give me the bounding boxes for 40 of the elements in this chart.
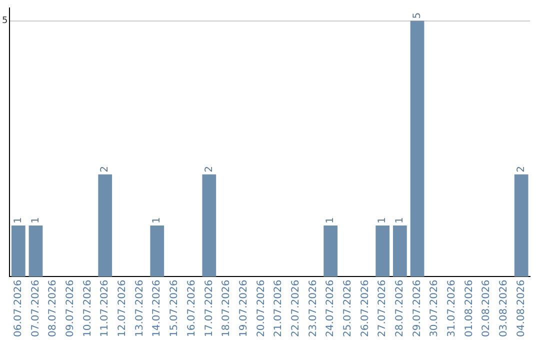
x-tick-label: 09.07.2026 <box>65 280 76 338</box>
x-tick-label: 01.08.2026 <box>464 280 475 338</box>
data-label: 2 <box>204 166 215 172</box>
x-tick-label: 16.07.2026 <box>186 280 198 338</box>
x-tick-label: 02.08.2026 <box>481 280 492 338</box>
data-label: 2 <box>516 166 527 172</box>
data-label: 1 <box>152 217 163 224</box>
x-tick-label: 18.07.2026 <box>221 280 232 338</box>
x-tick-label: 21.07.2026 <box>273 280 284 338</box>
x-tick-label: 27.07.2026 <box>377 280 388 338</box>
x-tick-label: 06.07.2026 <box>12 280 24 338</box>
x-tick-label: 25.07.2026 <box>342 280 354 338</box>
x-tick-label: 12.07.2026 <box>117 280 128 338</box>
data-label: 1 <box>394 217 406 224</box>
x-tick-label: 13.07.2026 <box>134 280 146 338</box>
data-label: 1 <box>12 217 24 224</box>
data-label: 1 <box>377 217 388 224</box>
x-tick-label: 24.07.2026 <box>325 280 336 338</box>
x-tick-label: 15.07.2026 <box>169 280 180 338</box>
x-tick-label: 22.07.2026 <box>290 280 302 338</box>
data-label: 5 <box>412 12 423 19</box>
x-tick-label: 23.07.2026 <box>308 280 319 338</box>
x-tick-label: 14.07.2026 <box>152 280 163 338</box>
x-tick-label: 29.07.2026 <box>412 280 423 338</box>
x-tick-label: 19.07.2026 <box>238 280 250 338</box>
x-tick-label: 28.07.2026 <box>394 280 406 338</box>
x-tick-label: 04.08.2026 <box>516 280 527 338</box>
data-label: 1 <box>30 217 42 224</box>
x-tick-label: 31.07.2026 <box>446 280 458 338</box>
x-tick-label: 30.07.2026 <box>429 280 440 338</box>
x-tick-label: 08.07.2026 <box>48 280 59 338</box>
data-label: 2 <box>100 166 111 172</box>
x-tick-label: 03.08.2026 <box>498 280 510 338</box>
x-tick-label: 07.07.2026 <box>30 280 42 338</box>
x-tick-label: 17.07.2026 <box>204 280 215 338</box>
x-tick-label: 10.07.2026 <box>82 280 94 338</box>
x-tick-label: 26.07.2026 <box>360 280 371 338</box>
x-tick-label: 11.07.2026 <box>100 280 111 338</box>
x-tick-label: 20.07.2026 <box>256 280 267 338</box>
data-label: 1 <box>325 217 336 224</box>
